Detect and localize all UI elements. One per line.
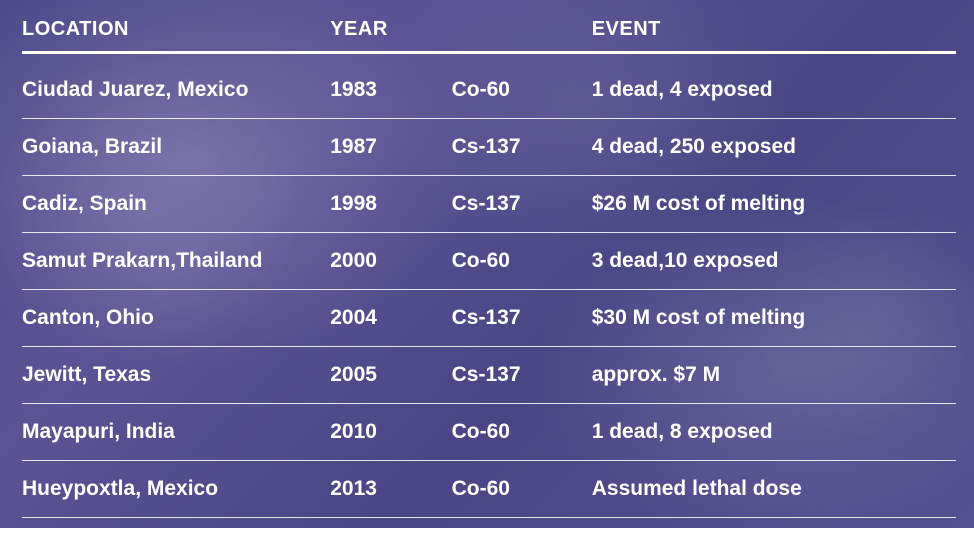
- cell-year: 1983: [330, 53, 451, 119]
- cell-year: 1998: [330, 176, 451, 233]
- cell-location: Goiana, Brazil: [22, 119, 330, 176]
- cell-event: 1 dead, 4 exposed: [592, 53, 956, 119]
- table-row: Ciudad Juarez, Mexico1983Co-601 dead, 4 …: [22, 53, 956, 119]
- table-row: Mayapuri, India2010Co-601 dead, 8 expose…: [22, 404, 956, 461]
- cell-year: 2010: [330, 404, 451, 461]
- table-row: Jewitt, Texas2005Cs-137approx. $7 M: [22, 347, 956, 404]
- cell-isotope: Co-60: [452, 461, 592, 518]
- col-header-year: YEAR: [330, 18, 451, 53]
- cell-isotope: Co-60: [452, 53, 592, 119]
- cell-event: Assumed lethal dose: [592, 461, 956, 518]
- cell-isotope: Cs-137: [452, 176, 592, 233]
- col-header-location: LOCATION: [22, 18, 330, 53]
- cell-event: 1 dead, 8 exposed: [592, 404, 956, 461]
- cell-location: Cadiz, Spain: [22, 176, 330, 233]
- table-row: Cadiz, Spain1998Cs-137$26 M cost of melt…: [22, 176, 956, 233]
- cell-location: Hueypoxtla, Mexico: [22, 461, 330, 518]
- cell-location: Mayapuri, India: [22, 404, 330, 461]
- cell-location: Jewitt, Texas: [22, 347, 330, 404]
- cell-event: 3 dead,10 exposed: [592, 233, 956, 290]
- cell-year: 2000: [330, 233, 451, 290]
- cell-year: 2005: [330, 347, 451, 404]
- cell-isotope: Cs-137: [452, 119, 592, 176]
- header-row: LOCATION YEAR EVENT: [22, 18, 956, 53]
- table-row: Canton, Ohio2004Cs-137$30 M cost of melt…: [22, 290, 956, 347]
- table-row: Hueypoxtla, Mexico2013Co-60Assumed letha…: [22, 461, 956, 518]
- cell-event: $30 M cost of melting: [592, 290, 956, 347]
- cell-event: $26 M cost of melting: [592, 176, 956, 233]
- cell-event: 4 dead, 250 exposed: [592, 119, 956, 176]
- cell-isotope: Co-60: [452, 404, 592, 461]
- table-row: Samut Prakarn,Thailand2000Co-603 dead,10…: [22, 233, 956, 290]
- table-body: Ciudad Juarez, Mexico1983Co-601 dead, 4 …: [22, 53, 956, 518]
- cell-isotope: Cs-137: [452, 347, 592, 404]
- table-container: LOCATION YEAR EVENT Ciudad Juarez, Mexic…: [0, 0, 974, 536]
- col-header-isotope: [452, 18, 592, 53]
- cell-location: Canton, Ohio: [22, 290, 330, 347]
- cell-location: Ciudad Juarez, Mexico: [22, 53, 330, 119]
- cell-year: 2004: [330, 290, 451, 347]
- table-row: Goiana, Brazil1987Cs-1374 dead, 250 expo…: [22, 119, 956, 176]
- cell-isotope: Co-60: [452, 233, 592, 290]
- cell-event: approx. $7 M: [592, 347, 956, 404]
- cell-location: Samut Prakarn,Thailand: [22, 233, 330, 290]
- cell-year: 1987: [330, 119, 451, 176]
- cell-isotope: Cs-137: [452, 290, 592, 347]
- cell-year: 2013: [330, 461, 451, 518]
- incidents-table: LOCATION YEAR EVENT Ciudad Juarez, Mexic…: [22, 18, 956, 518]
- col-header-event: EVENT: [592, 18, 956, 53]
